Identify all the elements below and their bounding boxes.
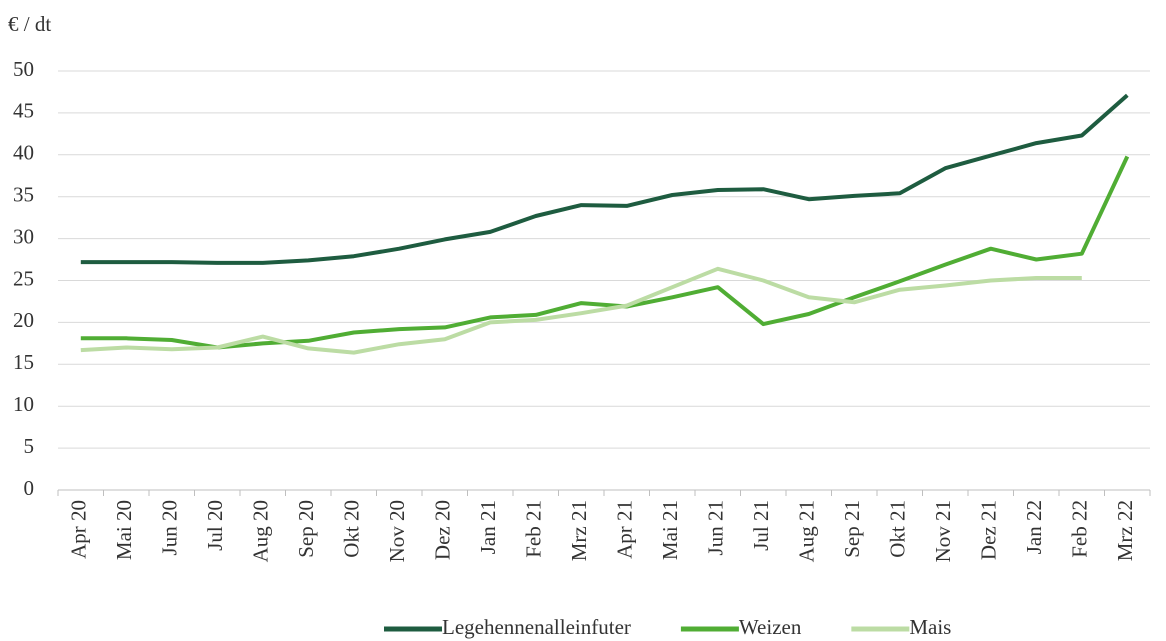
x-tick-label: Aug 20 [249,500,273,562]
series-line [80,266,1082,355]
y-tick-label: 40 [13,141,34,165]
y-tick-label: 15 [13,350,34,374]
x-tick-label: Dez 20 [431,500,455,560]
x-tick-label: Mai 20 [112,500,136,560]
x-tick-label: Jul 21 [749,500,773,551]
legend-label: Weizen [739,615,802,639]
x-tick-label: Jan 22 [1022,500,1046,554]
x-tick-label: Nov 21 [931,500,955,562]
x-tick-label: Jun 21 [704,500,728,555]
y-tick-label: 25 [13,266,34,290]
x-tick-label: Sep 21 [840,500,864,558]
x-tick-label: Sep 20 [294,500,318,558]
y-tick-label: 10 [13,392,34,416]
x-tick-label: Dez 21 [977,500,1001,560]
x-tick-label: Aug 21 [795,500,819,562]
y-tick-label: 35 [13,183,34,207]
legend-label: Mais [909,615,951,639]
x-tick-label: Apr 20 [67,500,91,559]
legend-label: Legehennenalleinfuter [442,615,631,639]
y-tick-label: 20 [13,308,34,332]
series-line [80,155,1130,350]
y-tick-label: 0 [24,476,35,500]
y-tick-label: 30 [13,224,34,248]
y-tick-label: 45 [13,99,34,123]
x-tick-label: Jan 21 [476,500,500,554]
x-tick-label: Okt 21 [886,500,910,558]
series-line [80,93,1129,265]
y-tick-label: 5 [24,434,35,458]
x-tick-label: Mai 21 [658,500,682,560]
x-tick-label: Jul 20 [203,500,227,551]
x-tick-label: Feb 21 [522,500,546,558]
y-tick-label: 50 [13,57,34,81]
x-tick-label: Feb 22 [1068,500,1092,558]
x-tick-label: Mrz 22 [1113,500,1137,561]
x-tick-label: Mrz 21 [567,500,591,561]
x-tick-label: Nov 20 [385,500,409,562]
x-tick-label: Apr 21 [613,500,637,559]
x-tick-label: Okt 20 [340,500,364,558]
y-axis-label: € / dt [8,12,51,36]
x-tick-label: Jun 20 [158,500,182,555]
